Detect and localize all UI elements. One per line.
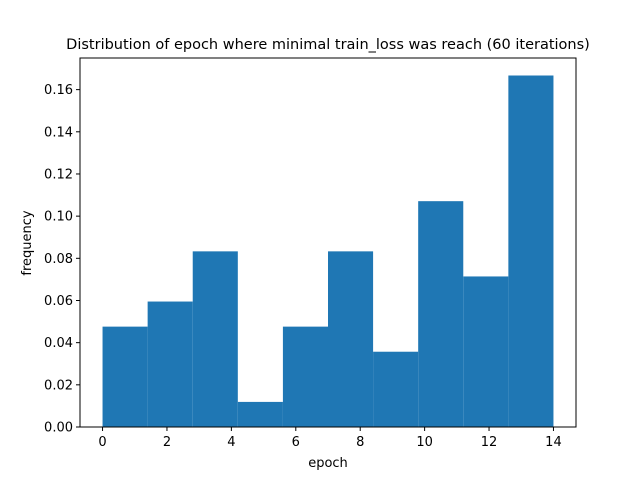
histogram-bar (463, 276, 509, 427)
x-tick-label: 12 (481, 435, 498, 450)
y-tick-label: 0.04 (44, 336, 73, 351)
bars-layer (102, 75, 554, 427)
y-axis-title: frequency (20, 210, 35, 276)
x-tick-label: 14 (545, 435, 562, 450)
y-tick-label: 0.02 (44, 378, 73, 393)
x-tick-label: 2 (163, 435, 171, 450)
x-axis-title: epoch (308, 456, 348, 471)
histogram-bar (102, 326, 148, 427)
histogram-bar (418, 201, 464, 427)
histogram-bar (237, 401, 283, 427)
y-tick-label: 0.06 (44, 294, 73, 309)
histogram-bar (192, 251, 238, 427)
y-tick-label: 0.12 (44, 167, 73, 182)
y-tick-label: 0.10 (44, 210, 73, 225)
histogram-bar (508, 75, 554, 427)
y-tick-label: 0.14 (44, 125, 73, 140)
plot-frame (79, 57, 577, 428)
y-axis-ticks: 0.00 0.02 0.04 0.06 0.08 0.10 0.12 0.14 0.16 (44, 83, 80, 436)
x-tick-label: 4 (227, 435, 235, 450)
x-axis-ticks: 0 2 4 6 8 10 12 14 (98, 427, 562, 450)
histogram-bar (328, 251, 374, 427)
x-tick-label: 10 (416, 435, 433, 450)
histogram-bar (147, 301, 193, 427)
chart-title: Distribution of epoch where minimal trai… (66, 37, 590, 53)
x-tick-label: 0 (98, 435, 106, 450)
histogram-bar (373, 351, 419, 427)
x-tick-label: 8 (356, 435, 364, 450)
y-tick-label: 0.16 (44, 83, 73, 98)
y-tick-label: 0.00 (44, 421, 73, 436)
y-tick-label: 0.08 (44, 252, 73, 267)
histogram-bar (282, 326, 328, 427)
x-tick-label: 6 (292, 435, 300, 450)
